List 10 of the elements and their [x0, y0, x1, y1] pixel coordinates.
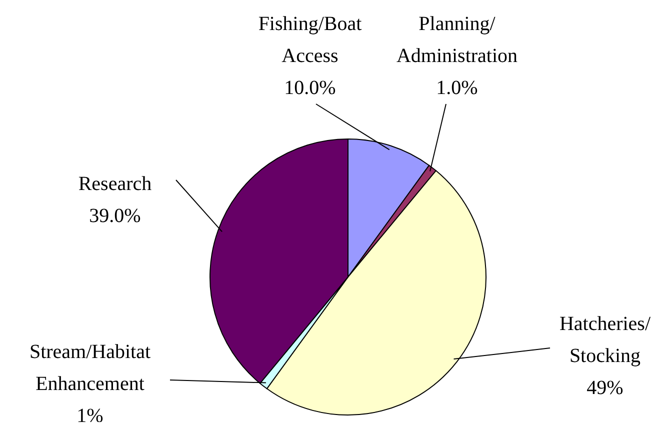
data-label: 1% [76, 405, 104, 423]
slice-label: Stream/Habitat Enhancement [29, 341, 151, 395]
data-label: 39.0% [89, 205, 141, 227]
slice-label: Hatcheries/Stocking [559, 313, 651, 367]
data-label: 1.0% [436, 77, 478, 99]
data-label: 49% [586, 377, 624, 399]
slice-label: Planning/Administration [396, 13, 518, 67]
data-label: 10.0% [284, 77, 336, 99]
slice-label: Research [78, 173, 152, 195]
slice-label: Fishing/Boat Access [258, 13, 362, 67]
